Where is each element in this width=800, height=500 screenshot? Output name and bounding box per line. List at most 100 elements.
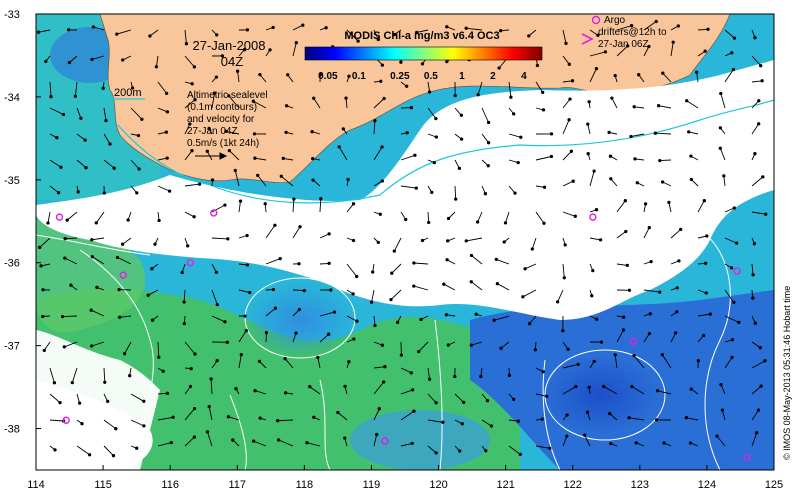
velocity-vector (443, 283, 456, 291)
velocity-vector-head (49, 95, 53, 99)
velocity-vector-head (140, 117, 144, 121)
velocity-vector-head (395, 320, 400, 325)
velocity-vector (49, 185, 59, 194)
velocity-vector-head (273, 306, 278, 310)
velocity-vector-head (689, 177, 694, 182)
velocity-vector-head (65, 218, 69, 222)
velocity-vector (184, 408, 195, 421)
velocity-vector (49, 107, 64, 115)
velocity-vector (724, 315, 739, 323)
velocity-vector-head (215, 359, 219, 363)
velocity-vector (119, 315, 132, 318)
velocity-vector-head (294, 41, 298, 45)
argo-legend-chevron-icon (581, 33, 594, 45)
velocity-vector-head (327, 332, 331, 336)
velocity-vector-head (492, 318, 496, 322)
velocity-vector-head (444, 313, 449, 317)
velocity-vector-head (245, 263, 250, 267)
x-tick-label: 123 (631, 479, 649, 491)
velocity-vector (211, 315, 226, 323)
velocity-vector-head (549, 154, 554, 159)
velocity-vector (130, 393, 145, 402)
velocity-vector (71, 367, 78, 383)
velocity-vector-head (519, 135, 523, 139)
velocity-vector-head (382, 96, 386, 101)
velocity-vector-head (215, 33, 219, 37)
velocity-vector-head (369, 300, 374, 304)
velocity-vector-head (688, 441, 693, 445)
velocity-vector-head (634, 441, 638, 445)
velocity-vector-head (157, 218, 161, 223)
velocity-vector-head (512, 112, 516, 116)
x-tick-label: 121 (496, 479, 514, 491)
velocity-vector (225, 130, 240, 135)
velocity-vector (418, 341, 429, 352)
velocity-vector (481, 133, 489, 143)
x-tick-label: 116 (161, 479, 179, 491)
velocity-vector-head (271, 25, 275, 30)
velocity-vector (346, 29, 359, 42)
velocity-vector (91, 55, 105, 60)
velocity-vector-head (171, 415, 175, 419)
velocity-vector-head (298, 225, 302, 229)
velocity-vector-head (167, 189, 172, 193)
velocity-vector-head (61, 112, 66, 117)
argo-drifter-marker (589, 213, 597, 221)
velocity-vector-head (446, 239, 450, 243)
velocity-vector-head (499, 29, 503, 33)
velocity-vector (531, 237, 537, 250)
velocity-vector-head (252, 132, 257, 136)
date-label: 27-Jan-2008 (193, 38, 266, 53)
velocity-vector (720, 93, 726, 109)
velocity-vector-head (573, 214, 577, 218)
velocity-vector-head (427, 377, 432, 381)
velocity-vector-head (415, 30, 419, 35)
velocity-vector-head (540, 417, 544, 421)
velocity-vector (346, 203, 354, 213)
velocity-vector-head (715, 434, 719, 438)
velocity-vector (64, 257, 78, 265)
velocity-vector (697, 313, 711, 317)
velocity-vector-head (446, 343, 450, 347)
velocity-vector-head (527, 322, 532, 326)
velocity-vector (184, 55, 195, 68)
velocity-vector-head (188, 384, 193, 389)
x-tick-label: 118 (296, 479, 314, 491)
velocity-vector (724, 29, 735, 39)
velocity-vector (319, 233, 330, 239)
velocity-vector-head (730, 355, 734, 360)
velocity-vector (103, 159, 115, 169)
velocity-vector-head (563, 243, 567, 247)
velocity-vector-head (153, 242, 157, 246)
velocity-vector-head (627, 416, 631, 420)
velocity-vector (562, 55, 570, 65)
velocity-vector (522, 289, 537, 298)
velocity-vector (373, 120, 376, 135)
velocity-vector-head (509, 95, 513, 99)
velocity-vector-head (623, 199, 627, 203)
velocity-vector (184, 99, 196, 109)
velocity-vector-head (462, 400, 466, 405)
velocity-vector (237, 71, 240, 83)
velocity-vector-head (69, 283, 73, 287)
velocity-vector-head (351, 292, 355, 296)
velocity-vector-head (108, 142, 112, 146)
velocity-vector-head (460, 422, 464, 426)
velocity-vector (49, 419, 64, 422)
velocity-vector (76, 159, 87, 169)
velocity-vector-head (518, 452, 522, 457)
velocity-vector-head (602, 384, 606, 389)
velocity-vector (471, 281, 483, 291)
velocity-vector-head (564, 41, 568, 46)
velocity-vector-head (434, 451, 438, 455)
velocity-vector-head (59, 165, 63, 169)
velocity-vector (751, 385, 762, 395)
velocity-vector-head (234, 387, 238, 391)
velocity-vector-head (308, 385, 312, 389)
velocity-vector-head (245, 28, 250, 32)
velocity-vector (724, 357, 733, 369)
x-tick-label: 115 (94, 479, 112, 491)
velocity-vector-head (679, 227, 683, 232)
argo-drifter-marker (629, 337, 637, 346)
y-tick-label: -33 (4, 9, 20, 21)
